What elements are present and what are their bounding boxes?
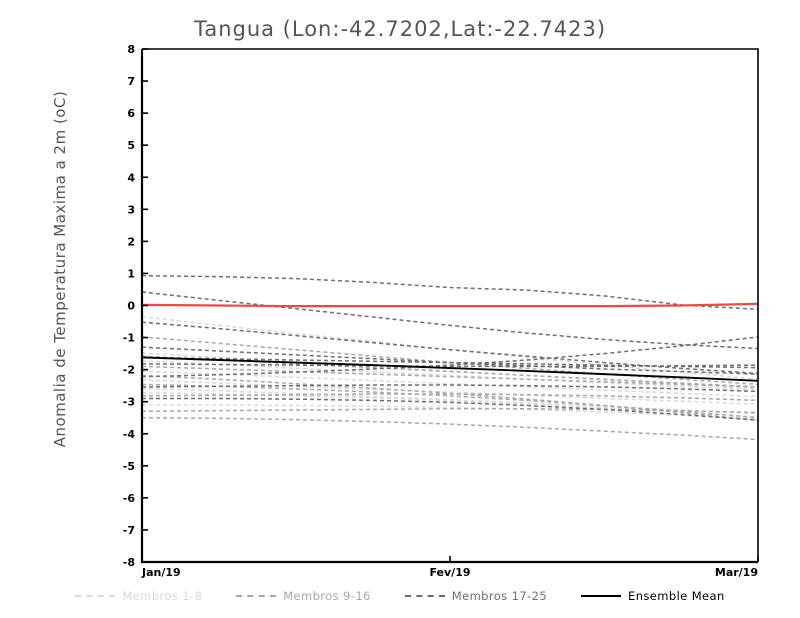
y-tick-label: 8 (127, 43, 135, 56)
series-line (141, 374, 759, 422)
legend-item: Membros 17-25 (404, 589, 548, 603)
series-line (141, 302, 759, 308)
series-line (141, 355, 759, 388)
series-line (141, 416, 759, 441)
chart-legend: Membros 1-8 Membros 9-16 Membros 17-25 Ense… (0, 586, 800, 606)
legend-item: Ensemble Mean (581, 589, 725, 603)
y-tick-label: 4 (127, 171, 135, 184)
legend-label: Membros 9-16 (283, 589, 371, 603)
tick-label-layer: -8 -7 -6 -5 -4 -3 -2 -1 0 1 2 3 4 5 6 7 8 Jan/19 Fev/19 Mar… (123, 43, 758, 579)
legend-swatch (75, 595, 116, 597)
y-tick-label: -3 (123, 396, 135, 409)
series-line (141, 359, 759, 391)
y-tick-label: -6 (123, 492, 136, 505)
series-line (141, 321, 759, 375)
series-line (141, 407, 759, 414)
series-line (141, 393, 759, 402)
legend-label: Ensemble Mean (628, 589, 725, 603)
legend-label: Membros 17-25 (451, 589, 548, 603)
y-tick-label: 5 (127, 139, 135, 152)
legend-item: Membros 1-8 (75, 589, 202, 603)
y-tick-label: -2 (123, 364, 135, 377)
y-tick-label: 6 (127, 107, 135, 120)
y-tick-label: -1 (123, 332, 135, 345)
y-tick-label: 2 (127, 235, 135, 248)
y-tick-label: 0 (127, 300, 135, 313)
series-line (141, 384, 759, 393)
series-layer (141, 274, 759, 441)
x-tick-label: Mar/19 (715, 566, 758, 579)
series-line (142, 404, 759, 420)
legend-swatch (236, 595, 277, 597)
y-tick-label: -5 (123, 460, 135, 473)
axis-layer (140, 48, 759, 564)
series-line (141, 383, 759, 419)
legend-item: Membros 9-16 (236, 589, 371, 603)
series-line (141, 291, 759, 350)
series-line (142, 397, 759, 422)
axis-frame-secondary (142, 48, 759, 562)
series-line (141, 356, 759, 382)
x-tick-label: Jan/19 (141, 566, 181, 579)
legend-swatch (581, 595, 622, 597)
series-line (141, 336, 759, 378)
y-tick-label: -4 (123, 428, 136, 441)
y-tick-label: 3 (127, 203, 135, 216)
series-line (141, 379, 759, 406)
page-title: Tangua (Lon:-42.7202,Lat:-22.7423) (193, 17, 607, 41)
series-line (141, 274, 759, 311)
y-tick-label: -7 (123, 524, 135, 537)
x-tick-label: Fev/19 (429, 566, 470, 579)
series-line (141, 365, 759, 388)
legend-label: Membros 1-8 (122, 589, 203, 603)
legend-swatch (404, 595, 445, 597)
y-tick-label: -8 (123, 556, 135, 569)
y-tick-label: 1 (127, 267, 135, 280)
y-tick-label: 7 (127, 75, 135, 88)
series-line (141, 363, 759, 368)
series-line (141, 370, 759, 398)
